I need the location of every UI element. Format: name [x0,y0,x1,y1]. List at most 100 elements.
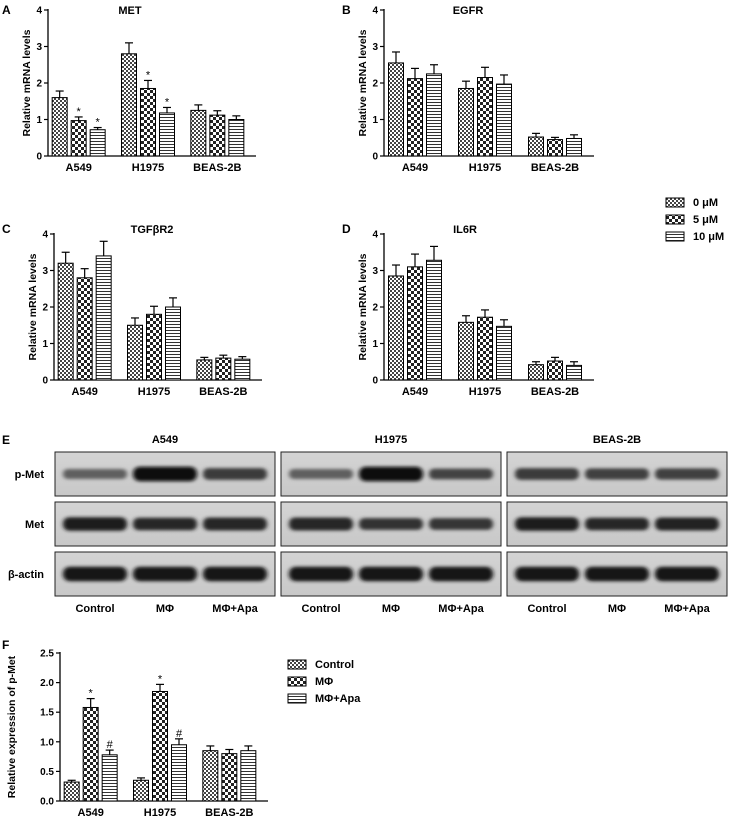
y-tick-label: 4 [372,6,378,17]
bar [51,97,68,157]
panel-label: E [2,433,10,447]
blot-band [133,517,197,531]
cell-line-label: BEAS-2B [593,434,641,446]
western-blot: E A549 H1975 BEAS-2B p-Met Met β-actin Control M… [2,433,728,615]
blot-band [289,517,353,531]
y-axis-label: Relative expression of p-Met [6,655,18,798]
bar [547,139,563,157]
lane-label: Control [301,603,340,615]
panel-label: C [2,222,11,236]
blot-band [515,566,579,582]
blot-band [63,469,127,479]
y-tick-label: 1.0 [40,737,54,748]
blot-band [585,468,649,480]
legend-label: Control [315,659,354,671]
x-tick-label: BEAS-2B [193,162,241,174]
y-tick-label: 0 [372,376,378,387]
y-tick-label: 2.5 [40,649,54,660]
bar [82,706,99,802]
significance-mark: * [158,673,163,685]
lane-label: MΦ [382,603,400,615]
bar [496,83,512,157]
legend-swatch [287,693,307,704]
bar [127,324,143,381]
significance-mark: # [176,728,183,740]
cell-line-label: H1975 [375,434,407,446]
blot-band [585,517,649,531]
bar [407,266,423,381]
legend-label: 0 μM [693,197,718,209]
lane-label: MΦ+Apa [664,603,710,615]
x-tick-label: BEAS-2B [199,386,247,398]
bar [70,120,87,157]
x-tick-label: H1975 [138,386,170,398]
bar [528,364,544,381]
blot-band [359,566,423,582]
bar [57,262,74,381]
x-tick-label: BEAS-2B [205,807,253,817]
y-axis-label: Relative mRNA levels [21,29,33,136]
bar [407,78,423,157]
bar [566,137,582,157]
chart-c: C TGFβR2 0 1 2 3 4 Relative mRNA levels A549 H197… [2,222,262,398]
blot-band [203,468,267,480]
blot-band [289,566,353,582]
panel-label: B [342,3,351,17]
blot-band [655,566,719,582]
y-tick-label: 0 [42,376,48,387]
blot-band [63,517,127,531]
lane-label: MΦ [608,603,626,615]
lane-label: MΦ+Apa [212,603,258,615]
x-tick-label: A549 [78,807,104,817]
legend-swatch [665,197,685,208]
y-tick-label: 2 [372,79,378,90]
bar [228,119,245,157]
significance-mark: * [165,96,170,108]
legend-swatch [665,231,685,242]
protein-label: Met [25,519,44,531]
legend-label: MΦ+Apa [315,693,361,705]
y-tick-label: 2 [42,303,48,314]
y-tick-label: 1 [36,115,42,126]
panel-label: F [2,638,9,652]
lane-label: Control [527,603,566,615]
bar [140,87,156,157]
legend-swatch [665,214,685,225]
bar [547,360,563,381]
bar [95,255,112,381]
chart-a: A MET 0 1 2 3 4 Relative mRNA levels * * A549 * * H19… [2,3,256,174]
bar [196,359,213,381]
y-tick-label: 1 [42,339,48,350]
bar [63,781,80,802]
blot-band [203,517,267,531]
blot-band [63,566,127,582]
bar [133,779,149,802]
bar [171,744,187,802]
y-tick-label: 2.0 [40,678,54,689]
blot-band [655,468,719,480]
blot-band [429,518,493,530]
bar [159,112,175,157]
legend-concentration: 0 μM 5 μM 10 μM [665,197,724,243]
bar [101,754,118,802]
y-tick-label: 0 [36,152,42,163]
x-tick-label: H1975 [132,162,164,174]
bar [477,77,493,157]
bar [458,87,474,157]
legend-label: 10 μM [693,231,724,243]
legend-treatment: Control MΦ MΦ+Apa [287,659,361,705]
y-tick-label: 3 [372,42,378,53]
cell-line-label: A549 [152,434,178,446]
y-axis-label: Relative mRNA levels [27,253,39,360]
chart-title: TGFβR2 [131,224,174,236]
y-tick-label: 2 [36,79,42,90]
y-tick-label: 0.0 [40,797,54,808]
x-tick-label: A549 [72,386,98,398]
bar [426,73,442,157]
blot-band [655,517,719,531]
bar [146,313,162,381]
chart-title: IL6R [453,224,477,236]
blot-band [515,517,579,531]
legend-swatch [287,676,307,687]
x-tick-label: H1975 [469,162,501,174]
